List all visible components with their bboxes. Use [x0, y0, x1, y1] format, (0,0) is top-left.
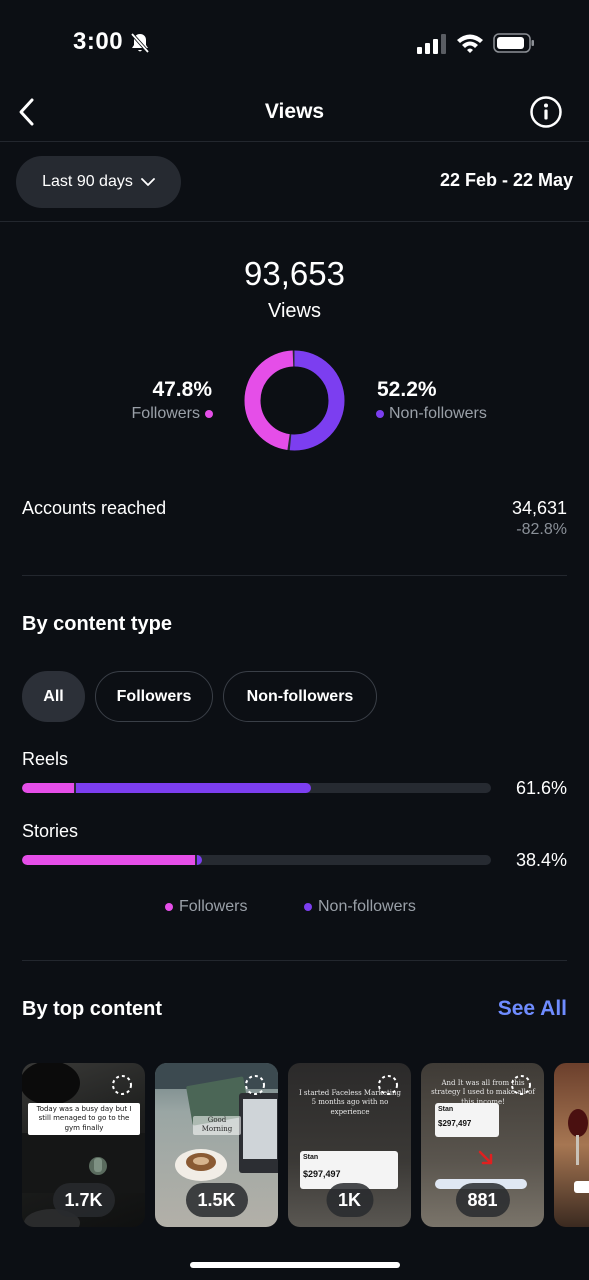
legend-nonfollowers-dot — [304, 903, 312, 911]
thumb-caption: I started Faceless Marketing 5 months ag… — [298, 1089, 402, 1116]
reels-nonfollowers-fill — [76, 783, 311, 793]
loading-spinner-icon — [511, 1075, 531, 1095]
donut-followers-segment — [244, 350, 345, 451]
followers-percent: 47.8% — [152, 378, 212, 401]
header-divider — [0, 141, 589, 142]
nonfollowers-legend: Non-followers — [376, 405, 487, 423]
reels-bar — [22, 783, 491, 793]
card-amount: $297,497 — [438, 1119, 472, 1128]
followers-legend: Followers — [132, 405, 213, 423]
bell-muted-icon — [130, 32, 150, 54]
stories-bar — [22, 855, 491, 865]
loading-spinner-icon — [245, 1075, 265, 1095]
total-views-label: Views — [268, 300, 321, 322]
top-content-item[interactable]: I started Faceless Marketing 5 months ag… — [288, 1063, 411, 1227]
top-content-item[interactable]: Good Morning 1.5K — [155, 1063, 278, 1227]
section-divider — [22, 575, 567, 576]
date-range-dropdown-label: Last 90 days — [42, 173, 133, 190]
filter-divider — [0, 221, 589, 222]
followers-donut-chart — [244, 350, 345, 451]
arrow-annotation-icon — [478, 1150, 493, 1165]
section-divider — [22, 960, 567, 961]
thumb-caption: And It was all from this strategy I used… — [431, 1079, 535, 1106]
top-content-item[interactable]: And It was all from this strategy I used… — [421, 1063, 544, 1227]
accounts-reached-value: 34,631 — [511, 498, 567, 518]
card-brand: Stan — [438, 1106, 454, 1113]
thumb-caption: Good Morning — [193, 1116, 241, 1135]
loading-spinner-icon — [378, 1075, 398, 1095]
followers-dot — [205, 410, 213, 418]
thumb-view-count: 1K — [325, 1183, 374, 1217]
back-arrow-icon[interactable] — [14, 96, 40, 128]
nonfollowers-label: Non-followers — [389, 405, 487, 422]
legend-nonfollowers: Non-followers — [304, 898, 416, 916]
gym-photo — [22, 1063, 145, 1227]
followers-label: Followers — [131, 405, 200, 422]
thumb-view-count: 881 — [455, 1183, 510, 1217]
thumb-caption: Today was a busy day but I still menaged… — [28, 1103, 140, 1136]
legend-followers-label: Followers — [179, 898, 248, 915]
legend-followers: Followers — [165, 898, 247, 916]
legend-followers-dot — [165, 903, 173, 911]
stories-nonfollowers-fill — [197, 855, 202, 865]
cellular-signal-icon — [417, 34, 446, 54]
see-all-link[interactable]: See All — [497, 997, 567, 1020]
date-range-dropdown[interactable]: Last 90 days — [16, 156, 181, 208]
reels-followers-fill — [22, 783, 74, 793]
loading-spinner-icon — [112, 1075, 132, 1095]
thumb-revenue-card: Stan $297,497 — [300, 1151, 398, 1189]
donut-nonfollowers-segment — [244, 350, 345, 451]
page-title: Views — [264, 100, 325, 123]
header: Views — [0, 80, 589, 142]
coffee-laptop-photo — [155, 1063, 278, 1181]
card-brand: Stan — [303, 1154, 319, 1161]
top-content-title: By top content — [22, 998, 162, 1020]
wifi-icon — [457, 34, 483, 53]
thumb-view-count: 1.5K — [185, 1183, 248, 1217]
stories-percent: 38.4% — [515, 850, 567, 870]
reels-percent: 61.6% — [515, 778, 567, 798]
top-content-item[interactable]: Today was a busy day but I still menaged… — [22, 1063, 145, 1227]
nonfollowers-dot — [376, 410, 384, 418]
top-content-item[interactable] — [554, 1063, 589, 1227]
tab-followers[interactable]: Followers — [95, 671, 213, 722]
accounts-reached-change: -82.8% — [516, 521, 567, 538]
total-views-value: 93,653 — [244, 255, 345, 292]
accounts-reached-label: Accounts reached — [22, 498, 167, 518]
chevron-down-icon — [140, 178, 155, 186]
battery-icon — [493, 33, 534, 53]
stories-followers-fill — [22, 855, 195, 865]
legend-nonfollowers-label: Non-followers — [318, 898, 416, 915]
status-bar: 3:00 — [0, 0, 589, 80]
stories-label: Stories — [22, 821, 79, 841]
tab-all[interactable]: All — [22, 671, 85, 722]
content-type-title: By content type — [22, 613, 173, 635]
card-amount: $297,497 — [303, 1169, 341, 1179]
tab-non-followers[interactable]: Non-followers — [223, 671, 377, 722]
date-range-text: 22 Feb - 22 May — [439, 170, 573, 190]
thumb-view-count: 1.7K — [52, 1183, 115, 1217]
nonfollowers-percent: 52.2% — [377, 378, 437, 401]
status-time: 3:00 — [73, 28, 124, 55]
info-icon[interactable] — [529, 95, 563, 129]
wine-glass-photo — [568, 1109, 589, 1193]
home-indicator[interactable] — [190, 1262, 400, 1268]
thumb-revenue-card: Stan $297,497 — [435, 1103, 499, 1137]
reels-label: Reels — [22, 749, 69, 769]
